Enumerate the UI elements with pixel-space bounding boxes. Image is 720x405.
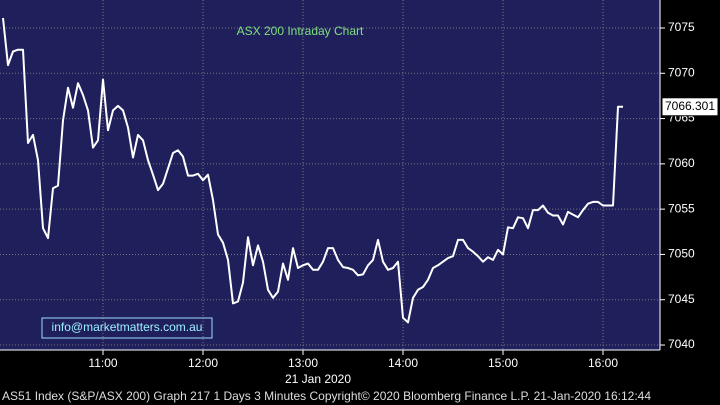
plot-area xyxy=(0,0,660,350)
x-tick-label: 12:00 xyxy=(188,356,218,370)
y-tick-label: 7045 xyxy=(668,292,695,306)
x-tick-label: 15:00 xyxy=(488,356,518,370)
y-tick-label: 7070 xyxy=(668,65,695,79)
y-tick-label: 7055 xyxy=(668,201,695,215)
x-axis-label: 21 Jan 2020 xyxy=(285,372,351,386)
chart-title: ASX 200 Intraday Chart xyxy=(237,24,364,38)
price-line xyxy=(2,17,623,324)
watermark-box xyxy=(41,317,213,339)
watermark: info@marketmatters.com.au xyxy=(52,320,203,334)
grid xyxy=(0,0,660,350)
x-tick-label: 11:00 xyxy=(88,356,117,370)
last-value-label: 7066.301 xyxy=(665,99,715,113)
y-tick-label: 7075 xyxy=(668,20,695,34)
last-value-box xyxy=(661,97,719,117)
x-tick-label: 13:00 xyxy=(288,356,318,370)
x-tick-label: 14:00 xyxy=(388,356,418,370)
y-tick-label: 7060 xyxy=(668,156,695,170)
y-tick-label: 7040 xyxy=(668,337,695,351)
x-tick-label: 16:00 xyxy=(588,356,618,370)
y-tick-label: 7050 xyxy=(668,247,695,261)
footer: AS51 Index (S&P/ASX 200) Graph 217 1 Day… xyxy=(2,389,651,403)
